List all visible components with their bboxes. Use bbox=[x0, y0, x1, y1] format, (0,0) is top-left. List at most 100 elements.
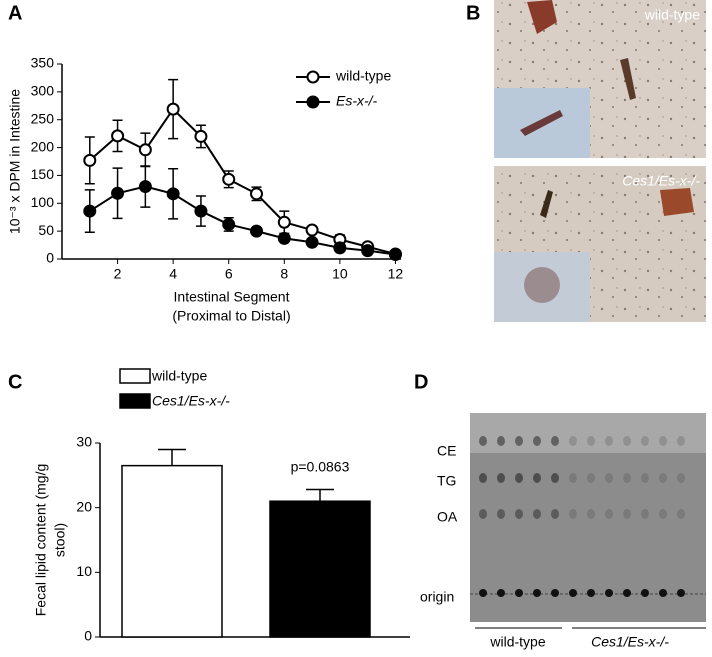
spot bbox=[479, 473, 487, 483]
spot bbox=[605, 473, 613, 483]
band-label: OA bbox=[437, 509, 458, 525]
spot bbox=[479, 436, 487, 446]
y-tick-label: 10 bbox=[76, 563, 92, 579]
spot bbox=[605, 436, 613, 446]
point bbox=[111, 186, 125, 200]
spot bbox=[515, 589, 523, 597]
point bbox=[361, 244, 375, 258]
spot bbox=[587, 589, 595, 597]
spot bbox=[659, 589, 667, 597]
spot bbox=[605, 509, 613, 519]
x-tick-label: 2 bbox=[114, 266, 122, 282]
spot bbox=[551, 589, 559, 597]
point bbox=[333, 241, 347, 255]
spot bbox=[623, 436, 631, 446]
spot bbox=[623, 473, 631, 483]
legend-marker bbox=[306, 95, 320, 109]
micrograph: Ces1/Es-x-/- bbox=[494, 166, 706, 322]
spot bbox=[515, 509, 523, 519]
x-tick-label: 8 bbox=[280, 266, 288, 282]
y-tick-label: 150 bbox=[31, 166, 55, 182]
legend-marker bbox=[306, 70, 320, 84]
x-tick-label: 10 bbox=[332, 266, 348, 282]
point bbox=[305, 235, 319, 249]
spot bbox=[623, 509, 631, 519]
spot bbox=[515, 436, 523, 446]
panel-label: D bbox=[414, 371, 428, 393]
point bbox=[166, 187, 180, 201]
band-label: origin bbox=[420, 589, 454, 605]
y-tick-label: 50 bbox=[38, 222, 54, 238]
group-label: wild-type bbox=[489, 634, 545, 650]
y-tick-label: 0 bbox=[84, 628, 92, 644]
spot bbox=[659, 473, 667, 483]
spot bbox=[533, 473, 541, 483]
tlc-plate: CE TG OA origin wild-type Ces1/Es-x-/- bbox=[420, 413, 706, 650]
panel-label: A bbox=[8, 2, 22, 24]
spot bbox=[659, 436, 667, 446]
spot bbox=[677, 436, 685, 446]
point bbox=[250, 187, 264, 201]
point bbox=[277, 215, 291, 229]
spot bbox=[569, 509, 577, 519]
point bbox=[111, 129, 125, 143]
line bbox=[89, 185, 396, 256]
point bbox=[166, 102, 180, 116]
legend-swatch bbox=[119, 368, 151, 384]
point bbox=[222, 172, 236, 186]
spot bbox=[677, 473, 685, 483]
point bbox=[83, 204, 97, 218]
spot bbox=[515, 473, 523, 483]
annotation: p=0.0863 bbox=[291, 458, 350, 474]
spot bbox=[569, 589, 577, 597]
y-axis-label: Fecal lipid content (mg/g bbox=[33, 464, 49, 617]
spot bbox=[587, 436, 595, 446]
y-axis-label: 10⁻³ x DPM in Intestine bbox=[7, 89, 23, 234]
x-axis-label: (Proximal to Distal) bbox=[172, 308, 290, 324]
error-bar bbox=[158, 448, 186, 466]
y-tick-label: 350 bbox=[31, 55, 55, 71]
y-axis-label: stool) bbox=[52, 523, 68, 557]
y-tick-label: 300 bbox=[31, 83, 55, 99]
spot bbox=[551, 436, 559, 446]
image-label: wild-type bbox=[644, 7, 700, 23]
spot bbox=[623, 589, 631, 597]
x-tick-label: 6 bbox=[225, 266, 233, 282]
image-label: Ces1/Es-x-/- bbox=[622, 173, 700, 189]
spot bbox=[479, 509, 487, 519]
legend-label: Es-x-/- bbox=[336, 93, 378, 109]
line bbox=[89, 107, 396, 255]
legend-label: Ces1/Es-x-/- bbox=[152, 393, 230, 409]
y-tick-label: 100 bbox=[31, 194, 55, 210]
spot bbox=[641, 509, 649, 519]
legend-swatch bbox=[119, 393, 151, 409]
point bbox=[222, 217, 236, 231]
panel-label: C bbox=[8, 371, 22, 393]
x-axis-label: Intestinal Segment bbox=[174, 289, 290, 305]
point bbox=[194, 129, 208, 143]
error-bar bbox=[306, 488, 334, 502]
panel-label: B bbox=[466, 2, 480, 24]
y-tick-label: 250 bbox=[31, 110, 55, 126]
y-tick-label: 200 bbox=[31, 138, 55, 154]
y-tick-label: 0 bbox=[46, 250, 54, 266]
spot bbox=[479, 589, 487, 597]
band-label: TG bbox=[437, 473, 456, 489]
point bbox=[250, 224, 264, 238]
band-label: CE bbox=[437, 443, 456, 459]
y-tick-label: 30 bbox=[76, 434, 92, 450]
bar bbox=[121, 464, 223, 638]
x-tick-label: 4 bbox=[169, 266, 177, 282]
spot bbox=[569, 436, 577, 446]
point bbox=[138, 180, 152, 194]
spot bbox=[677, 589, 685, 597]
point bbox=[305, 223, 319, 237]
spot bbox=[659, 509, 667, 519]
spot bbox=[641, 589, 649, 597]
point bbox=[388, 248, 402, 262]
legend-label: wild-type bbox=[335, 68, 391, 84]
group-label: Ces1/Es-x-/- bbox=[591, 634, 669, 650]
spot bbox=[587, 509, 595, 519]
spot bbox=[497, 509, 505, 519]
